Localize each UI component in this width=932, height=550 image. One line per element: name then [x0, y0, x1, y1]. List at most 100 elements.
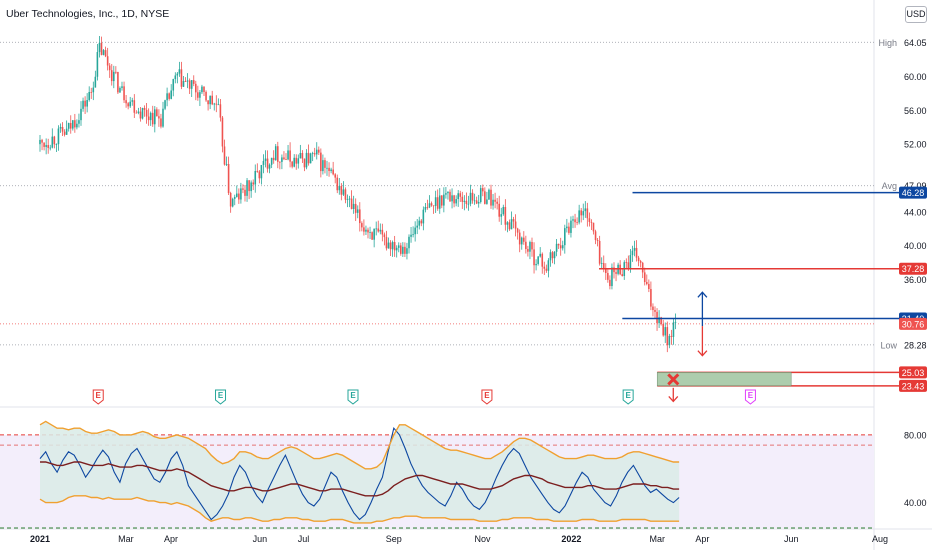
candle — [537, 255, 539, 266]
candle — [76, 119, 78, 130]
candle — [69, 115, 72, 134]
candle — [51, 128, 54, 149]
candle — [318, 146, 320, 156]
candle — [121, 81, 123, 91]
candle — [518, 229, 521, 253]
candle — [631, 245, 634, 262]
candle — [250, 180, 252, 198]
candle — [320, 148, 322, 178]
candle — [217, 98, 220, 106]
candle — [238, 188, 240, 204]
candle — [496, 198, 498, 210]
candle — [525, 235, 527, 254]
candle — [248, 180, 250, 200]
candle — [322, 154, 324, 175]
candle — [605, 263, 607, 280]
candle — [426, 199, 429, 210]
candle — [301, 150, 304, 163]
candle — [90, 87, 93, 99]
candle — [283, 151, 285, 161]
candle — [441, 195, 443, 209]
candle — [80, 101, 82, 126]
candle — [656, 308, 658, 331]
candle — [643, 267, 646, 286]
price-badge: 25.03 — [899, 366, 927, 379]
candle — [168, 92, 170, 101]
candle — [113, 65, 115, 89]
candle — [240, 182, 242, 204]
rsi-series-line — [39, 427, 680, 521]
candle — [393, 235, 396, 257]
candle — [596, 237, 599, 247]
rsi-series-line — [40, 461, 680, 497]
candle — [192, 75, 195, 87]
price-badge: 23.43 — [899, 379, 927, 392]
candle — [635, 240, 638, 262]
earnings-marker: E — [347, 389, 359, 405]
candle — [445, 186, 447, 199]
candle — [674, 313, 677, 330]
currency-button[interactable]: USD — [905, 6, 927, 23]
candle — [209, 95, 211, 110]
candle — [473, 193, 476, 205]
candle — [666, 321, 669, 353]
candle — [430, 201, 433, 207]
candle — [225, 156, 228, 166]
candle — [324, 157, 326, 174]
x-tick-label: Mar — [650, 534, 666, 544]
earnings-marker: E — [215, 389, 227, 405]
candle — [242, 184, 244, 194]
candle — [648, 279, 650, 293]
candle — [477, 194, 480, 208]
candle — [492, 193, 494, 210]
candle — [45, 138, 47, 155]
earnings-label: E — [484, 391, 490, 400]
candle — [281, 154, 283, 170]
candle — [289, 142, 291, 168]
candle — [151, 105, 154, 127]
candle — [264, 150, 267, 168]
candle — [270, 157, 273, 169]
candle — [133, 94, 136, 119]
candle — [98, 35, 101, 58]
candle — [553, 251, 556, 265]
candle — [395, 245, 398, 258]
candle — [418, 216, 421, 230]
x-tick-label: Mar — [118, 534, 134, 544]
candle — [84, 96, 86, 114]
candle — [199, 89, 201, 107]
candle — [422, 206, 425, 231]
candle — [100, 36, 103, 56]
candle — [108, 63, 111, 78]
candle — [207, 100, 209, 111]
candle — [457, 190, 459, 207]
candle — [135, 110, 138, 114]
candle — [391, 240, 394, 257]
candle — [502, 204, 505, 216]
candle — [86, 93, 88, 113]
y-tick-label: 47.09 — [904, 181, 927, 191]
candle — [561, 240, 564, 251]
candle — [488, 188, 490, 200]
candle — [74, 113, 76, 133]
candle — [154, 106, 156, 133]
rsi-tick-label: 80.00 — [904, 430, 927, 440]
earnings-label: E — [748, 391, 754, 400]
candle — [508, 219, 511, 231]
candle — [129, 96, 131, 108]
candle — [564, 224, 566, 254]
candle — [404, 242, 406, 257]
candle — [274, 143, 277, 161]
y-tick-label: 52.00 — [904, 140, 927, 150]
candle — [338, 177, 341, 195]
candle — [285, 153, 287, 161]
candle — [211, 90, 213, 106]
rsi-tick-label: 40.00 — [904, 498, 927, 508]
candle — [117, 71, 119, 94]
candle — [176, 72, 179, 84]
candle — [67, 122, 70, 132]
candle — [258, 170, 261, 184]
candle — [611, 263, 613, 290]
candle — [236, 185, 238, 198]
